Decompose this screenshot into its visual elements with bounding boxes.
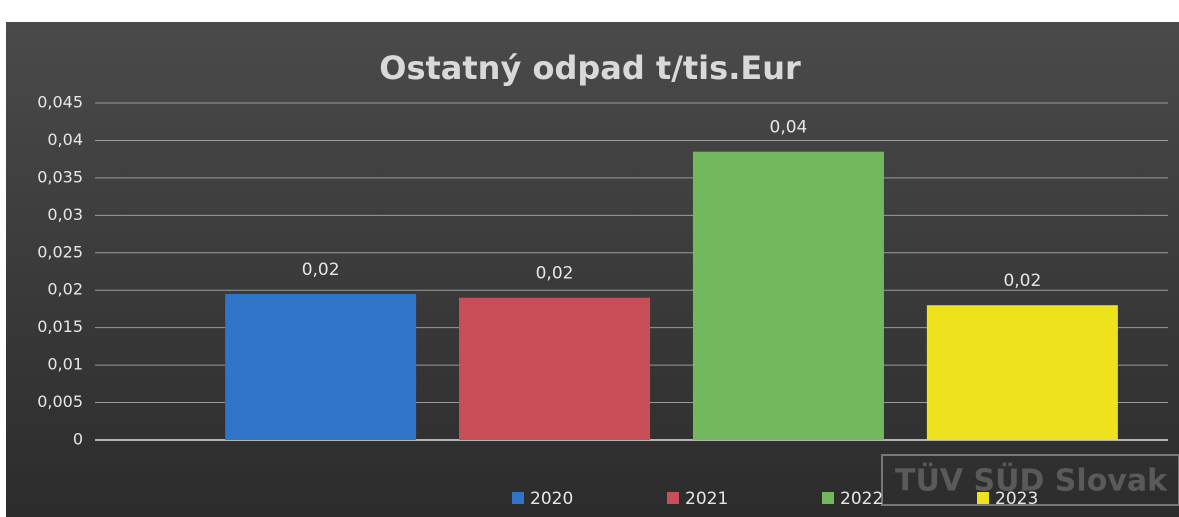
bar — [225, 293, 417, 440]
data-label: 0,02 — [302, 260, 340, 280]
stamp-box — [881, 454, 1179, 506]
legend-swatch — [822, 492, 834, 504]
data-label: 0,02 — [536, 264, 574, 284]
legend-label: 2021 — [685, 489, 728, 509]
bar — [926, 305, 1118, 440]
data-label: 0,02 — [1003, 271, 1041, 291]
legend-label: 2023 — [995, 489, 1038, 509]
legend-swatch — [667, 492, 679, 504]
y-tick-label: 0 — [73, 430, 83, 449]
y-tick-label: 0,025 — [37, 242, 83, 261]
bar — [459, 297, 651, 440]
data-label: 0,04 — [770, 118, 808, 138]
legend-label: 2022 — [840, 489, 883, 509]
stamp-text: TÜV SÜD Slovak — [895, 462, 1168, 499]
y-tick-label: 0,03 — [47, 205, 83, 224]
legend-label: 2020 — [530, 489, 573, 509]
chart-title: Ostatný odpad t/tis.Eur — [379, 49, 801, 87]
y-tick-label: 0,035 — [37, 167, 83, 186]
chart-background — [6, 22, 1179, 517]
y-tick-label: 0,04 — [47, 130, 83, 149]
y-tick-label: 0,005 — [37, 392, 83, 411]
y-tick-label: 0,01 — [47, 355, 83, 374]
bar — [692, 151, 884, 440]
legend-swatch — [512, 492, 524, 504]
y-tick-label: 0,015 — [37, 317, 83, 336]
y-tick-label: 0,02 — [47, 280, 83, 299]
legend-swatch — [977, 492, 989, 504]
y-tick-label: 0,045 — [37, 93, 83, 112]
